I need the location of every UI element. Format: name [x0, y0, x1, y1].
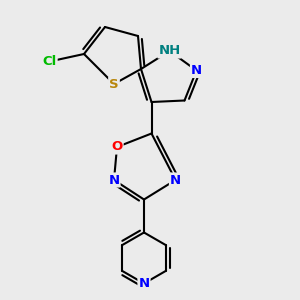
- Text: NH: NH: [158, 44, 181, 58]
- Text: S: S: [109, 77, 119, 91]
- Text: N: N: [170, 173, 181, 187]
- Text: Cl: Cl: [42, 55, 57, 68]
- Text: N: N: [191, 64, 202, 77]
- Text: O: O: [111, 140, 123, 154]
- Text: N: N: [108, 173, 120, 187]
- Text: N: N: [138, 277, 150, 290]
